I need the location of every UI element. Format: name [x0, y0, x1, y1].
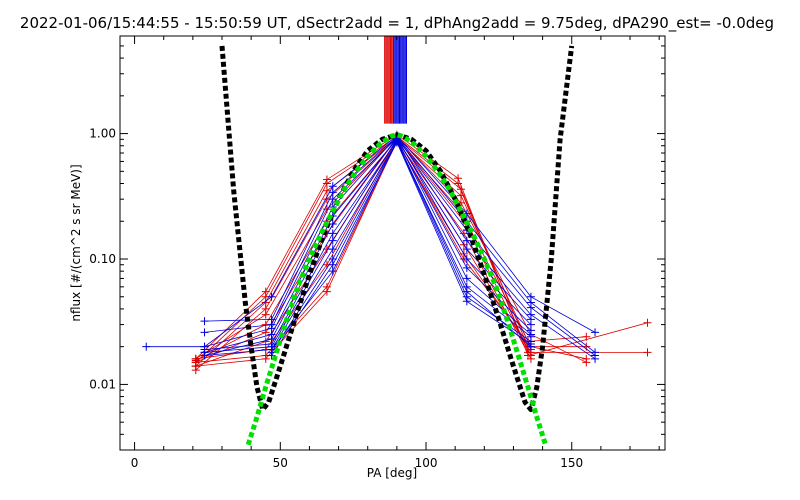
series-line-13	[204, 137, 596, 356]
series-4-point-1	[261, 310, 270, 319]
series-13-point-2	[328, 195, 337, 204]
x-axis-label: PA [deg]	[367, 466, 417, 480]
series-15-point-4	[462, 245, 471, 254]
series-14-point-4	[462, 236, 471, 245]
series-11-point-7	[591, 328, 600, 337]
series-10-point-2	[322, 287, 331, 296]
series-17-point-2	[328, 229, 337, 238]
series-21-point-3	[462, 297, 471, 306]
axes: 0 50 100 150 0.01 0.10 1.00	[89, 35, 665, 470]
series-10-point-1	[261, 354, 270, 363]
fit-curve-black	[219, 45, 575, 413]
series-line-12	[204, 136, 596, 353]
series-14-point-6	[591, 354, 600, 363]
series-12-point-2	[328, 188, 337, 197]
fit-curve-green	[245, 132, 548, 446]
y-axis-label: nflux [#/(cm^2 s sr MeV)]	[69, 164, 83, 321]
series-line-3	[195, 137, 587, 371]
series-22-point-1	[328, 267, 337, 276]
series-11-point-0	[142, 342, 151, 351]
series-line-15	[204, 138, 532, 353]
y-tick-label-0: 0.01	[89, 377, 116, 391]
series-22-point-2	[392, 136, 401, 145]
series-line-18	[204, 138, 532, 353]
series-17-point-4	[462, 263, 471, 272]
series-line-4	[195, 135, 587, 363]
x-tick-label-1: 50	[273, 456, 288, 470]
y-tick-label-2: 1.00	[89, 127, 116, 141]
series-13-point-0	[200, 328, 209, 337]
plot-content	[142, 36, 652, 446]
series-line-16	[204, 136, 532, 356]
series-16-point-4	[462, 255, 471, 264]
y-tick-label-1: 0.10	[89, 252, 116, 266]
series-12-point-0	[200, 317, 209, 326]
plot-frame	[119, 35, 666, 451]
series-2-point-2	[322, 186, 331, 195]
series-3-point-6	[582, 332, 591, 341]
series-13-point-5	[526, 303, 535, 312]
series-1-point-4	[454, 179, 463, 188]
series-18-point-2	[328, 236, 337, 245]
series-19-point-0	[200, 351, 209, 360]
x-tick-label-0: 0	[131, 456, 139, 470]
series-1-point-6	[643, 348, 652, 357]
series-3-point-4	[456, 191, 465, 200]
series-11-point-2	[267, 292, 276, 301]
series-0-point-6	[643, 318, 652, 327]
x-tick-label-3: 150	[560, 456, 583, 470]
series-line-19	[204, 140, 532, 356]
series-22-point-3	[462, 287, 471, 296]
series-19-point-2	[328, 245, 337, 254]
series-18-point-4	[462, 274, 471, 283]
series-1-point-2	[322, 179, 331, 188]
x-tick-label-2: 100	[415, 456, 438, 470]
series-22-point-4	[526, 342, 535, 351]
series-line-17	[204, 139, 532, 350]
series-22-point-0	[267, 345, 276, 354]
series-10-point-0	[191, 362, 200, 371]
chart-title: 2022-01-06/15:44:55 - 15:50:59 UT, dSect…	[20, 14, 774, 33]
series-5-point-6	[582, 354, 591, 363]
